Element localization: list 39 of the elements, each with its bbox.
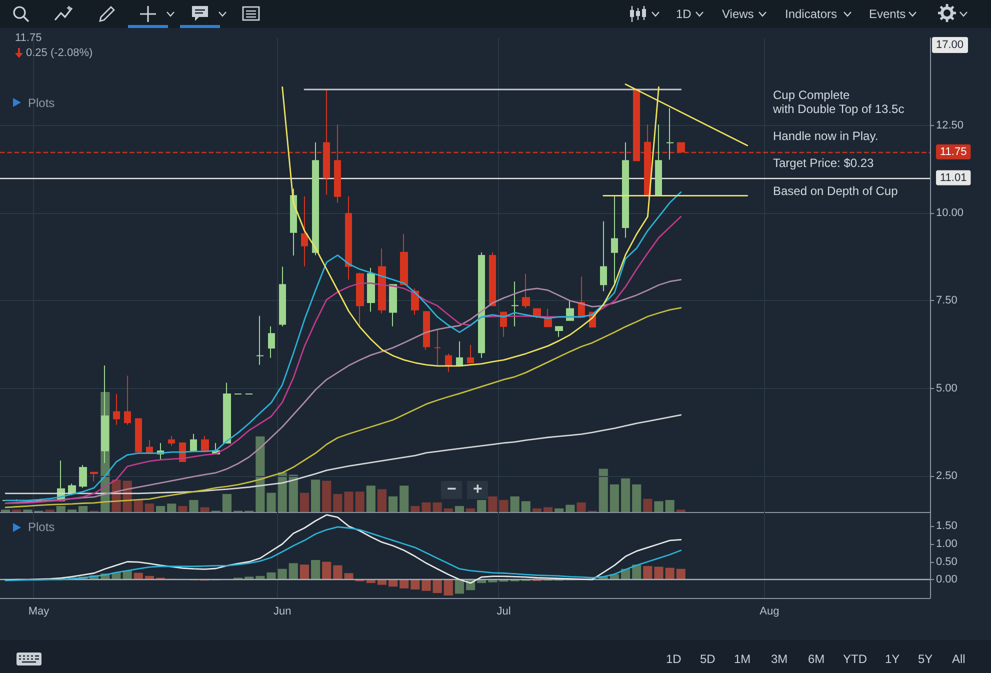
text: Views bbox=[722, 7, 754, 21]
y-tick-label: 1.50 bbox=[936, 520, 958, 532]
annotation: 0.25 (-2.08%) bbox=[26, 46, 93, 60]
x-tick-label: Jul bbox=[496, 606, 511, 618]
text: Indicators bbox=[785, 7, 838, 21]
y-tick-label: 2.50 bbox=[936, 470, 958, 482]
text: 1D bbox=[666, 652, 682, 666]
text: All bbox=[952, 652, 966, 666]
text: 5Y bbox=[918, 652, 933, 666]
text: 6M bbox=[808, 652, 825, 666]
annotation: Cup Complete with Double Top of 13.5c bbox=[773, 88, 904, 116]
annotation: Target Price: $0.23 bbox=[773, 156, 874, 170]
y-tick-label: 0.00 bbox=[936, 574, 958, 586]
y-tick-label: 12.50 bbox=[936, 120, 964, 132]
y-tick-label: 0.50 bbox=[936, 556, 958, 568]
annotation: Plots bbox=[28, 96, 55, 110]
y-tick-label: 1.00 bbox=[936, 538, 958, 550]
annotation: Based on Depth of Cup bbox=[773, 184, 898, 198]
text: 1M bbox=[734, 652, 751, 666]
annotation: 11.75 bbox=[15, 31, 42, 45]
annotation: Plots bbox=[28, 520, 55, 534]
y-tick-label: 10.00 bbox=[936, 207, 964, 220]
x-tick-label: Jun bbox=[273, 606, 292, 618]
x-tick-label: Aug bbox=[760, 606, 780, 618]
text: Events bbox=[869, 7, 906, 21]
text: YTD bbox=[843, 652, 867, 666]
y-tick-label: 5.00 bbox=[936, 382, 958, 394]
text: 5D bbox=[700, 652, 716, 666]
ref-line-label: 11.01 bbox=[940, 172, 967, 184]
annotation: Handle now in Play. bbox=[773, 129, 878, 143]
text: 3M bbox=[771, 652, 788, 666]
ref-line-label: 11.75 bbox=[940, 146, 967, 158]
annotation: − bbox=[441, 481, 462, 499]
text: 1Y bbox=[885, 652, 900, 666]
text: 17.00 bbox=[932, 37, 968, 53]
y-tick-label: 7.50 bbox=[936, 294, 958, 307]
x-tick-label: May bbox=[28, 606, 50, 618]
annotation: + bbox=[467, 481, 488, 499]
text: 1D bbox=[676, 7, 692, 21]
